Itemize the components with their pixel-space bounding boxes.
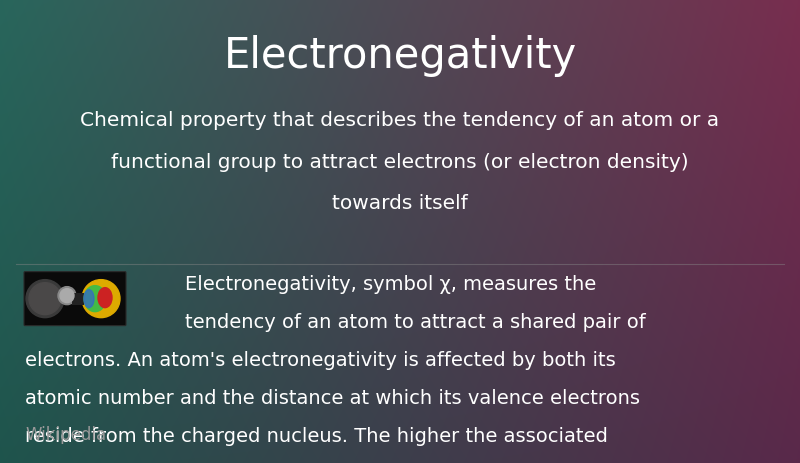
Text: functional group to attract electrons (or electron density): functional group to attract electrons (o… [111, 152, 689, 172]
Text: reside from the charged nucleus. The higher the associated: reside from the charged nucleus. The hig… [25, 427, 608, 446]
Text: atomic number and the distance at which its valence electrons: atomic number and the distance at which … [25, 389, 640, 408]
Circle shape [82, 280, 120, 318]
Ellipse shape [84, 290, 94, 307]
Circle shape [29, 282, 61, 315]
Text: tendency of an atom to attract a shared pair of: tendency of an atom to attract a shared … [185, 313, 646, 332]
Circle shape [58, 287, 76, 305]
Text: Electronegativity, symbol χ, measures the: Electronegativity, symbol χ, measures th… [185, 275, 596, 294]
Circle shape [60, 288, 74, 303]
Ellipse shape [98, 288, 112, 307]
Text: Chemical property that describes the tendency of an atom or a: Chemical property that describes the ten… [81, 111, 719, 130]
Text: Wikipedia: Wikipedia [25, 426, 106, 444]
Text: electrons. An atom's electronegativity is affected by both its: electrons. An atom's electronegativity i… [25, 351, 616, 370]
Ellipse shape [84, 286, 106, 312]
FancyBboxPatch shape [24, 272, 126, 325]
Text: Electronegativity: Electronegativity [223, 35, 577, 76]
Bar [72, 293, 84, 305]
Circle shape [26, 280, 64, 318]
Text: towards itself: towards itself [332, 194, 468, 213]
